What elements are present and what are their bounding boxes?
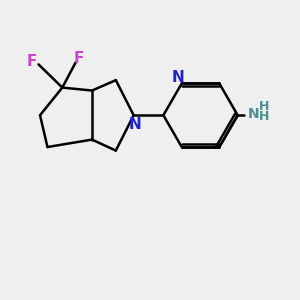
Text: H: H <box>259 110 269 123</box>
Text: F: F <box>27 54 37 69</box>
Text: F: F <box>74 51 84 66</box>
Text: N: N <box>172 70 185 85</box>
Text: N: N <box>247 107 259 121</box>
Text: N: N <box>129 117 142 132</box>
Text: H: H <box>259 100 269 113</box>
